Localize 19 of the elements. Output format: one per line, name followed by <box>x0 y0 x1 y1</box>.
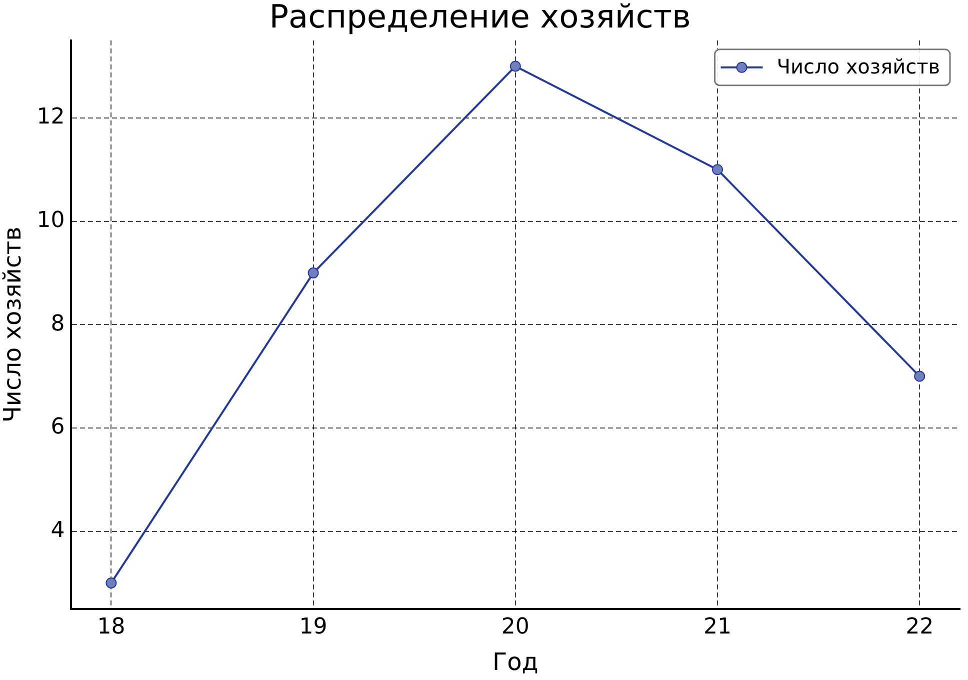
point <box>308 267 319 278</box>
y-tick-label: 6 <box>50 414 65 440</box>
y-axis-title: Число хозяйств <box>0 226 27 423</box>
x-tick-label: 18 <box>97 614 126 640</box>
point <box>510 60 521 72</box>
x-tick-label: 19 <box>299 614 328 640</box>
point <box>712 164 723 176</box>
point <box>914 370 926 382</box>
x-axis-title: Год <box>492 648 538 676</box>
x-tick-label: 22 <box>906 614 934 640</box>
chart-title: Распределение хозяйств <box>269 0 691 36</box>
y-tick-label: 4 <box>50 518 65 544</box>
point <box>106 577 117 588</box>
x-tick-label: 20 <box>501 614 530 640</box>
legend-label: Число хозяйств <box>776 54 940 79</box>
y-tick-label: 12 <box>36 104 65 130</box>
y-tick-label: 10 <box>36 208 65 233</box>
x-tick-label: 21 <box>703 614 732 640</box>
y-tick-label: 8 <box>50 311 65 336</box>
